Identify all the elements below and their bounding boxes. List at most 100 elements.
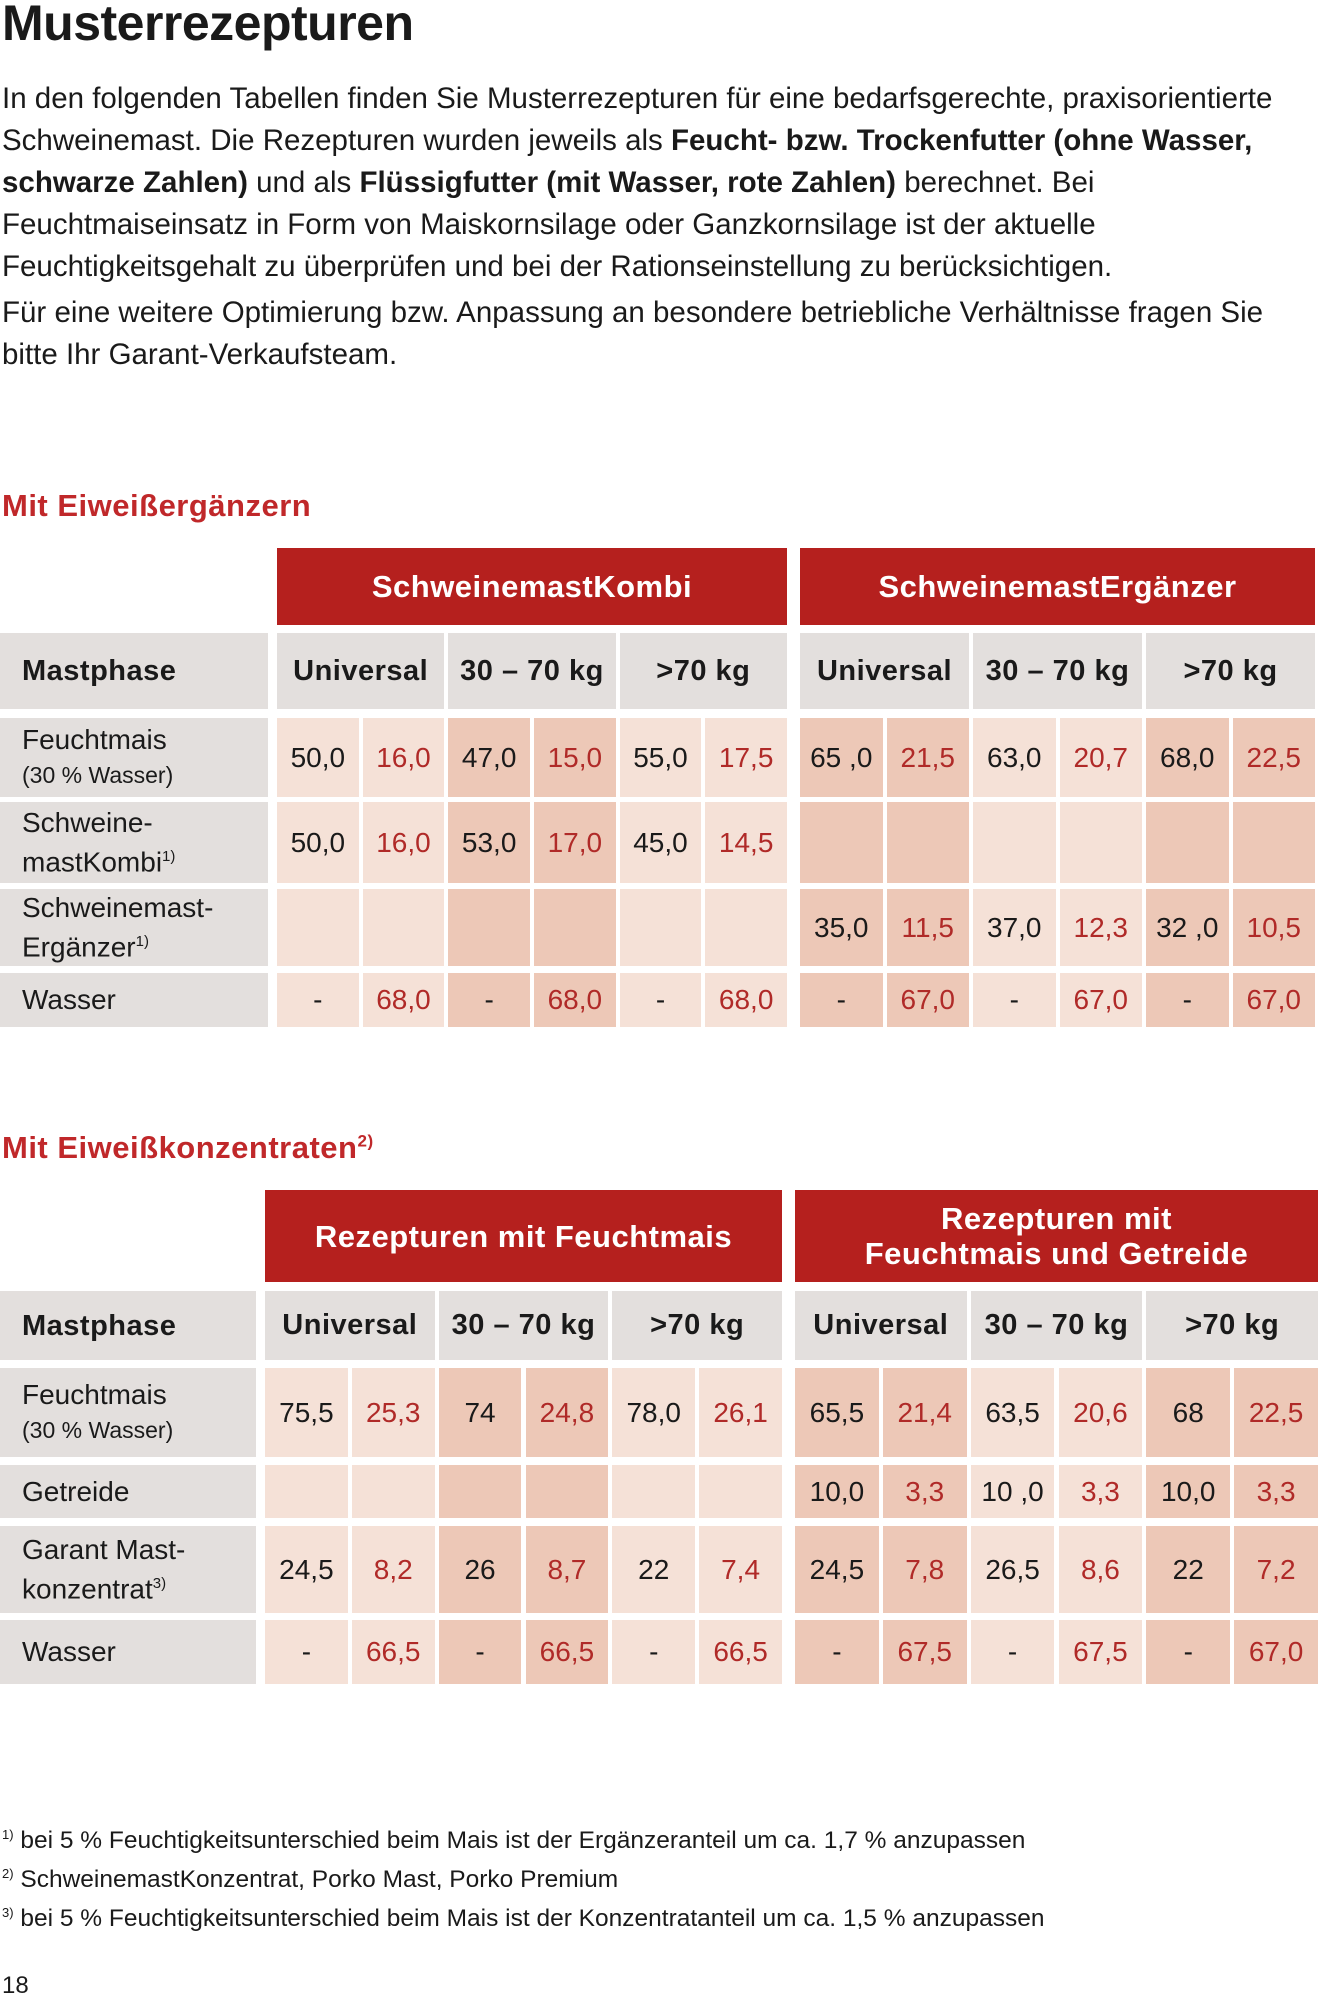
phase-header: 30 – 70 kg bbox=[438, 1291, 609, 1360]
section-heading: Mit Eiweißergänzern bbox=[2, 488, 312, 523]
liquid-value-cell: 3,3 bbox=[882, 1465, 967, 1518]
liquid-value-cell: 22,5 bbox=[1232, 718, 1315, 797]
liquid-value-cell bbox=[886, 802, 969, 883]
phase-header: 30 – 70 kg bbox=[448, 633, 616, 709]
row-label: Getreide bbox=[0, 1465, 256, 1518]
liquid-value-cell: 8,6 bbox=[1058, 1526, 1143, 1613]
liquid-value-cell: 3,3 bbox=[1234, 1465, 1318, 1518]
dry-value-cell: 10,0 bbox=[1146, 1465, 1231, 1518]
liquid-value-cell: 20,6 bbox=[1058, 1368, 1143, 1457]
row-label: Schweinemast- Ergänzer1) bbox=[0, 889, 268, 966]
dry-value-cell: 37,0 bbox=[973, 889, 1056, 966]
dry-value-cell bbox=[619, 889, 702, 966]
liquid-value-cell: 67,0 bbox=[1234, 1620, 1318, 1684]
liquid-value-cell: 22,5 bbox=[1234, 1368, 1318, 1457]
liquid-value-cell: 14,5 bbox=[705, 802, 787, 883]
phase-header: Universal bbox=[277, 633, 445, 709]
liquid-value-cell: 66,5 bbox=[351, 1620, 435, 1684]
liquid-value-cell: 66,5 bbox=[699, 1620, 782, 1684]
page-number: 18 bbox=[2, 1972, 29, 1999]
liquid-value-cell: 26,1 bbox=[699, 1368, 782, 1457]
intro-segment: berechnet. Bei Feuchtmaiseinsatz in Form… bbox=[2, 166, 1113, 283]
dry-value-cell: 65,5 bbox=[795, 1368, 879, 1457]
dry-value-cell: 26,5 bbox=[970, 1526, 1055, 1613]
liquid-value-cell: 15,0 bbox=[534, 718, 616, 797]
liquid-value-cell: 17,5 bbox=[705, 718, 787, 797]
liquid-value-cell: 67,5 bbox=[882, 1620, 967, 1684]
liquid-value-cell: 11,5 bbox=[886, 889, 969, 966]
group-header: Rezepturen mit Feuchtmais und Getreide bbox=[795, 1190, 1318, 1282]
group-header: Rezepturen mit Feuchtmais bbox=[265, 1190, 782, 1282]
row-label: Feuchtmais (30 % Wasser) bbox=[0, 718, 268, 797]
dry-value-cell: 35,0 bbox=[800, 889, 883, 966]
footnote: 2) SchweinemastKonzentrat, Porko Mast, P… bbox=[2, 1866, 619, 1894]
footnotes: 1) bei 5 % Feuchtigkeitsunterschied beim… bbox=[2, 1818, 1044, 1935]
liquid-value-cell: 21,4 bbox=[882, 1368, 967, 1457]
phase-header: Universal bbox=[265, 1291, 435, 1360]
dry-value-cell: 53,0 bbox=[448, 802, 530, 883]
liquid-value-cell: 8,2 bbox=[351, 1526, 435, 1613]
group-header: SchweinemastErgänzer bbox=[800, 548, 1315, 625]
section-heading: Mit Eiweißkonzentraten2) bbox=[2, 1130, 374, 1165]
liquid-value-cell: 20,7 bbox=[1059, 718, 1142, 797]
dry-value-cell bbox=[973, 802, 1056, 883]
dry-value-cell: 55,0 bbox=[619, 718, 702, 797]
row-label: Wasser bbox=[0, 1620, 256, 1684]
dry-value-cell: - bbox=[265, 1620, 348, 1684]
dry-value-cell: - bbox=[1146, 1620, 1231, 1684]
dry-value-cell: - bbox=[1146, 973, 1229, 1027]
dry-value-cell: 50,0 bbox=[277, 718, 359, 797]
dry-value-cell: 10,0 bbox=[795, 1465, 879, 1518]
liquid-value-cell: 12,3 bbox=[1059, 889, 1142, 966]
liquid-value-cell bbox=[699, 1465, 782, 1518]
dry-value-cell: 68,0 bbox=[1146, 718, 1229, 797]
dry-value-cell bbox=[448, 889, 530, 966]
liquid-value-cell: 17,0 bbox=[534, 802, 616, 883]
dry-value-cell: - bbox=[448, 973, 530, 1027]
dry-value-cell: 24,5 bbox=[265, 1526, 348, 1613]
dry-value-cell: 22 bbox=[1146, 1526, 1231, 1613]
dry-value-cell: 50,0 bbox=[277, 802, 359, 883]
liquid-value-cell: 68,0 bbox=[705, 973, 787, 1027]
mastphase-label: Mastphase bbox=[0, 633, 268, 709]
dry-value-cell: 65 ,0 bbox=[800, 718, 883, 797]
dry-value-cell: 75,5 bbox=[265, 1368, 348, 1457]
phase-header: Universal bbox=[795, 1291, 967, 1360]
phase-header: >70 kg bbox=[612, 1291, 782, 1360]
dry-value-cell: 32 ,0 bbox=[1146, 889, 1229, 966]
liquid-value-cell bbox=[362, 889, 445, 966]
phase-header: >70 kg bbox=[619, 633, 787, 709]
dry-value-cell: 63,0 bbox=[973, 718, 1056, 797]
phase-header: >70 kg bbox=[1146, 633, 1315, 709]
dry-value-cell bbox=[277, 889, 359, 966]
mastphase-label: Mastphase bbox=[0, 1291, 256, 1360]
liquid-value-cell: 67,0 bbox=[1059, 973, 1142, 1027]
dry-value-cell: - bbox=[277, 973, 359, 1027]
liquid-value-cell: 21,5 bbox=[886, 718, 969, 797]
phase-header: 30 – 70 kg bbox=[970, 1291, 1143, 1360]
dry-value-cell: 26 bbox=[438, 1526, 522, 1613]
footnote: 3) bei 5 % Feuchtigkeitsunterschied beim… bbox=[2, 1905, 1045, 1933]
liquid-value-cell: 16,0 bbox=[362, 718, 445, 797]
dry-value-cell: - bbox=[970, 1620, 1055, 1684]
dry-value-cell bbox=[800, 802, 883, 883]
row-label: Feuchtmais (30 % Wasser) bbox=[0, 1368, 256, 1457]
dry-value-cell: 68 bbox=[1146, 1368, 1231, 1457]
intro-segment: Flüssigfutter (mit Wasser, rote Zahlen) bbox=[359, 166, 896, 199]
dry-value-cell: 74 bbox=[438, 1368, 522, 1457]
liquid-value-cell: 67,0 bbox=[1232, 973, 1315, 1027]
intro-segment: In den folgenden Tabellen finden Sie Mus… bbox=[2, 82, 1273, 157]
liquid-value-cell bbox=[1059, 802, 1142, 883]
liquid-value-cell: 7,2 bbox=[1234, 1526, 1318, 1613]
intro-segment: und als bbox=[247, 166, 360, 199]
liquid-value-cell: 3,3 bbox=[1058, 1465, 1143, 1518]
liquid-value-cell bbox=[525, 1465, 609, 1518]
liquid-value-cell: 68,0 bbox=[362, 973, 445, 1027]
intro-text: In den folgenden Tabellen finden Sie Mus… bbox=[2, 78, 1312, 380]
phase-header: >70 kg bbox=[1146, 1291, 1318, 1360]
liquid-value-cell: 7,8 bbox=[882, 1526, 967, 1613]
liquid-value-cell: 67,5 bbox=[1058, 1620, 1143, 1684]
dry-value-cell: - bbox=[612, 1620, 696, 1684]
row-label: Wasser bbox=[0, 973, 268, 1027]
phase-header: 30 – 70 kg bbox=[973, 633, 1142, 709]
